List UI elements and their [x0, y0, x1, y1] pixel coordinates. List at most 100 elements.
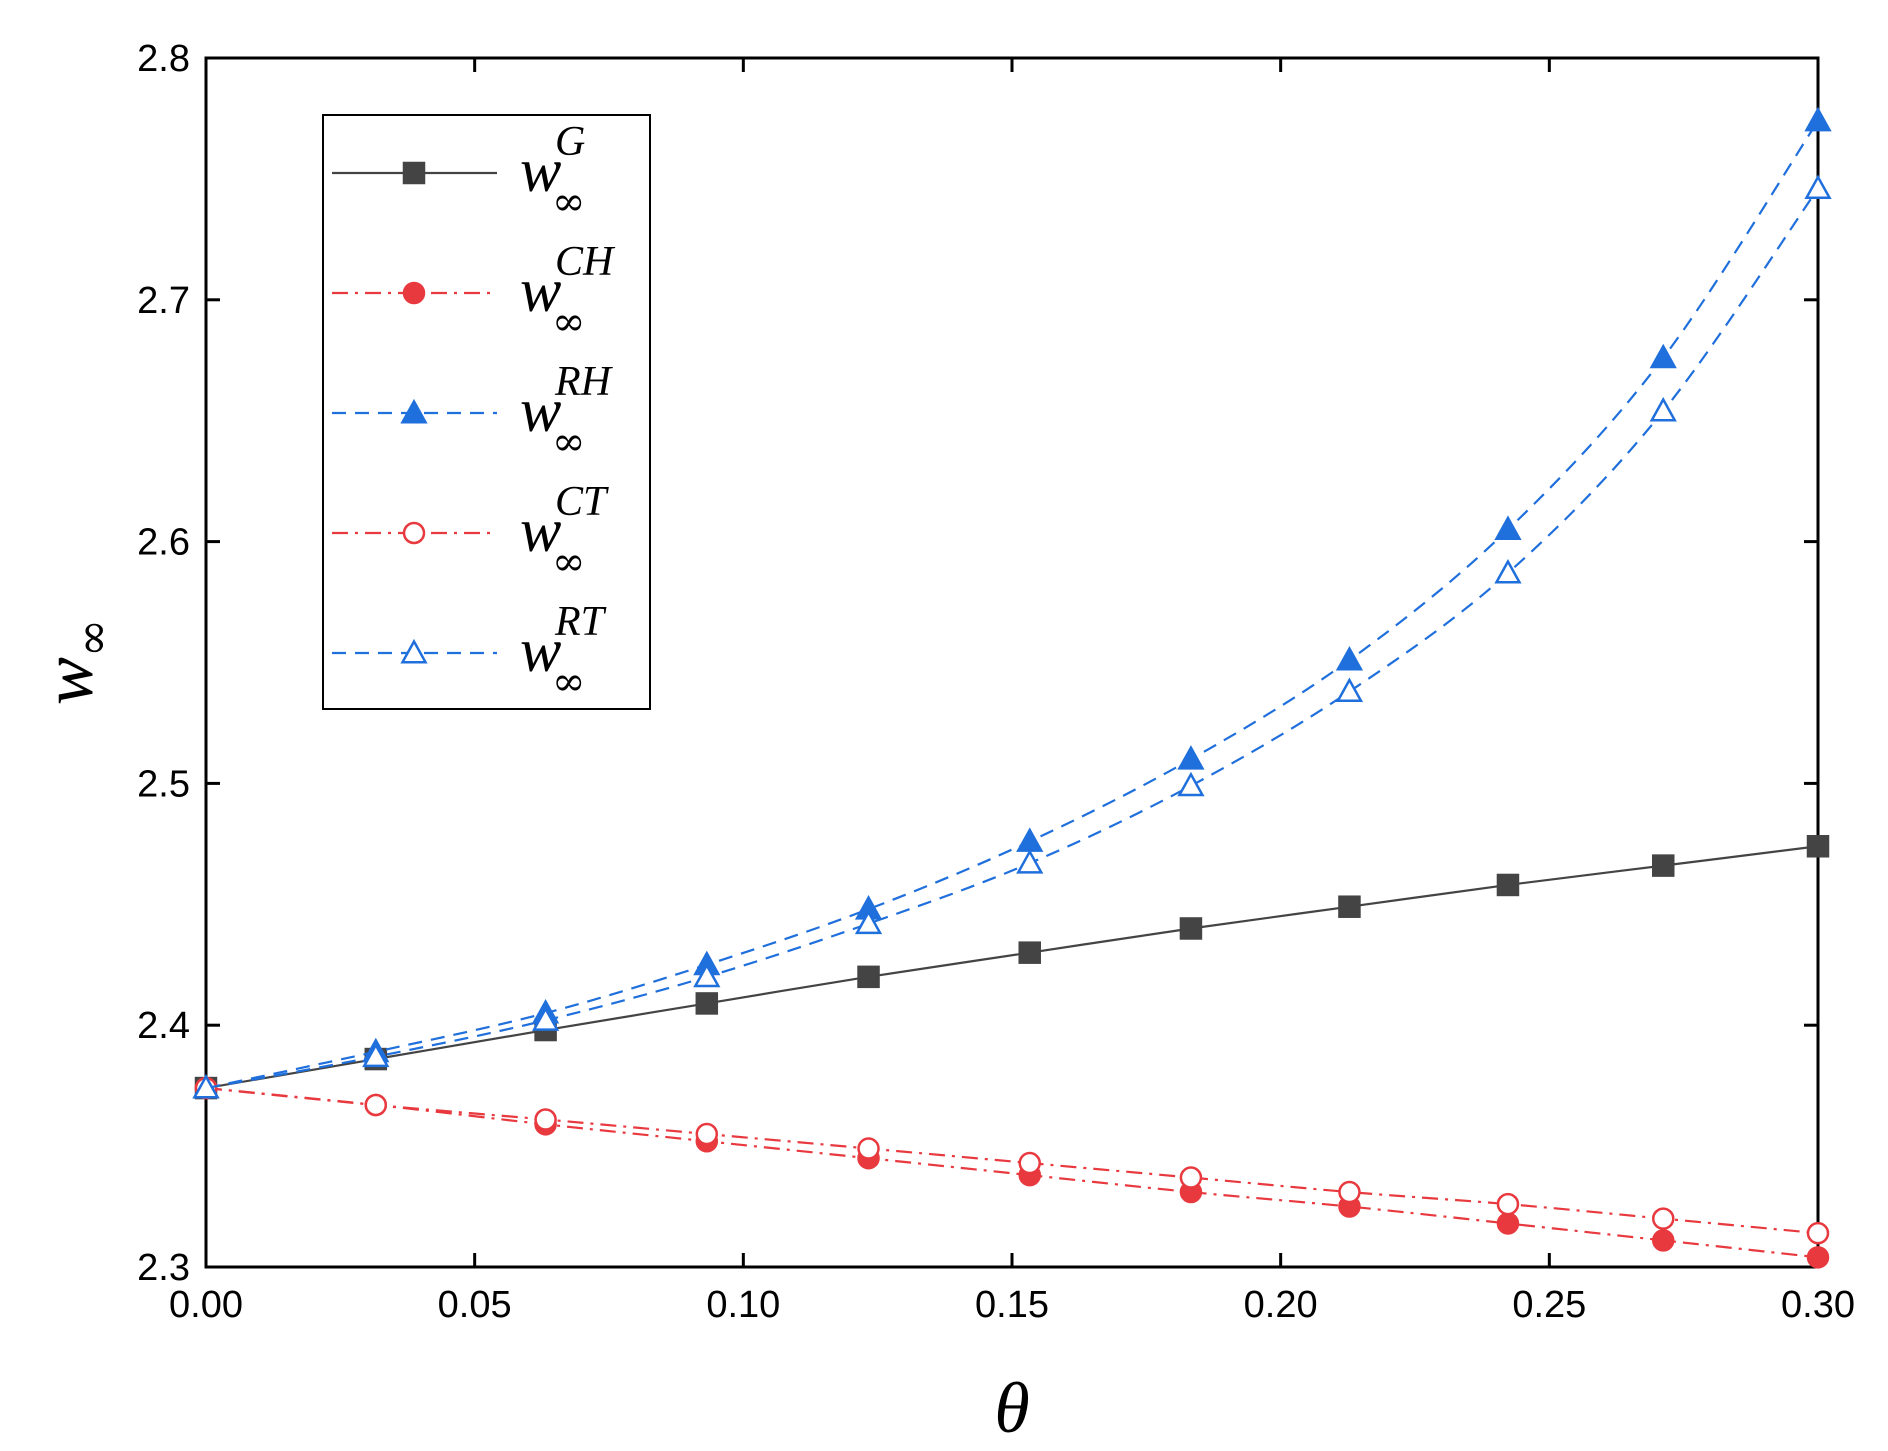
x-tick-label: 0.30: [1781, 1284, 1855, 1326]
legend-label-sub: ∞: [552, 299, 585, 345]
legend-item-rh: wRH ∞: [332, 359, 614, 465]
data-point: [1806, 835, 1830, 858]
legend-label-sup: G: [555, 119, 585, 165]
legend-marker: [402, 521, 426, 545]
legend-label-sup: RT: [554, 599, 607, 645]
legend-item-ct: wCT ∞: [332, 479, 609, 585]
x-tick-label: 0.05: [438, 1284, 512, 1326]
data-point: [1496, 1212, 1520, 1235]
data-point: [1335, 677, 1364, 702]
data-point: [1179, 1166, 1203, 1189]
data-point: [1496, 1192, 1520, 1216]
data-point: [531, 1006, 560, 1031]
data-point: [1177, 745, 1205, 770]
legend-item-ch: wCH ∞: [332, 239, 616, 345]
data-point: [1177, 771, 1205, 797]
series-rt: [192, 174, 1832, 1099]
data-point: [1806, 1221, 1830, 1245]
x-tick-label: 0.20: [1244, 1284, 1318, 1326]
data-point: [1649, 396, 1677, 422]
y-axis-title: w∞: [28, 619, 119, 705]
data-point: [534, 1108, 557, 1131]
legend-label-sub: ∞: [552, 419, 585, 465]
legend-label-base: w: [520, 497, 561, 565]
data-point: [1806, 1246, 1830, 1269]
data-point: [1335, 646, 1364, 671]
data-point: [1018, 1151, 1041, 1175]
legend-label: wRT ∞: [520, 599, 607, 705]
legend-label-base: w: [520, 617, 561, 685]
legend-label: wG ∞: [520, 119, 585, 225]
data-point: [1494, 515, 1522, 540]
series-line: [205, 187, 1819, 1090]
x-tick-label: 0.25: [1512, 1284, 1586, 1326]
data-point: [857, 965, 880, 989]
data-point: [1651, 1207, 1675, 1230]
series-layer: [192, 106, 1832, 1269]
y-tick-label: 2.8: [137, 38, 190, 80]
series-line: [205, 1086, 1819, 1259]
y-tick-label: 2.5: [137, 763, 190, 805]
legend-frame: [322, 114, 651, 710]
data-point: [854, 909, 883, 935]
data-point: [192, 1073, 220, 1099]
svg-text:w∞: w∞: [28, 619, 119, 705]
legend-marker: [400, 638, 428, 664]
data-point: [1016, 827, 1044, 852]
legend-marker: [402, 161, 426, 185]
y-axis-title-base: w: [28, 657, 108, 705]
data-point: [693, 962, 721, 988]
legend-label-sup: RH: [554, 359, 614, 405]
data-point: [1496, 873, 1520, 897]
series-line: [205, 1086, 1819, 1235]
data-point: [1494, 558, 1522, 584]
data-point: [1651, 1229, 1675, 1252]
series-g: [194, 835, 1830, 1100]
y-tick-label: 2.6: [137, 522, 190, 564]
y-tick-label: 2.3: [137, 1247, 190, 1289]
data-point: [1338, 1180, 1361, 1204]
data-point: [1804, 106, 1832, 132]
y-axis-title-subscript: ∞: [65, 619, 119, 657]
legend-label-sub: ∞: [552, 179, 585, 225]
legend-label-base: w: [520, 257, 561, 325]
legend-label-sup: CT: [555, 479, 609, 525]
x-tick-label: 0.00: [169, 1284, 243, 1326]
data-point: [1338, 895, 1361, 918]
data-point: [1179, 917, 1203, 940]
data-point: [1649, 343, 1677, 369]
series-ct: [194, 1076, 1830, 1245]
data-point: [1018, 941, 1041, 964]
legend-label-base: w: [520, 137, 561, 205]
data-point: [857, 1137, 880, 1160]
legend-label: wCT ∞: [520, 479, 609, 585]
x-axis-title: θ: [994, 1368, 1029, 1448]
x-tick-label: 0.15: [975, 1284, 1049, 1326]
y-tick-label: 2.7: [137, 280, 190, 322]
series-line: [205, 845, 1819, 1090]
data-point: [1651, 854, 1675, 877]
data-point: [695, 992, 719, 1015]
legend-label-sup: CH: [555, 239, 616, 285]
legend-label: wRH ∞: [520, 359, 614, 465]
data-point: [1804, 174, 1832, 200]
legend-label-base: w: [520, 377, 561, 445]
legend-marker: [400, 398, 428, 424]
x-tick-label: 0.10: [706, 1284, 780, 1326]
axis-ticks: 0.00 0.05 0.10 0.15 0.20 0.25 0.30 2.3 2.4 2.5 2.6…: [137, 38, 1855, 1326]
legend-item-g: wG ∞: [332, 119, 585, 225]
series-line: [205, 120, 1819, 1090]
data-point: [364, 1093, 388, 1117]
legend-marker: [402, 281, 426, 305]
data-point: [1016, 849, 1044, 874]
series-ch: [194, 1076, 1830, 1269]
legend-label-sub: ∞: [552, 539, 585, 585]
y-tick-label: 2.4: [137, 1005, 190, 1047]
legend-label: wCH ∞: [520, 239, 616, 345]
legend-label-sub: ∞: [552, 659, 585, 705]
legend: wG ∞wCH ∞wRH ∞wCT ∞wRT ∞: [322, 114, 651, 710]
data-point: [695, 1122, 719, 1146]
legend-item-rt: wRT ∞: [332, 599, 607, 705]
data-point: [362, 1042, 390, 1068]
